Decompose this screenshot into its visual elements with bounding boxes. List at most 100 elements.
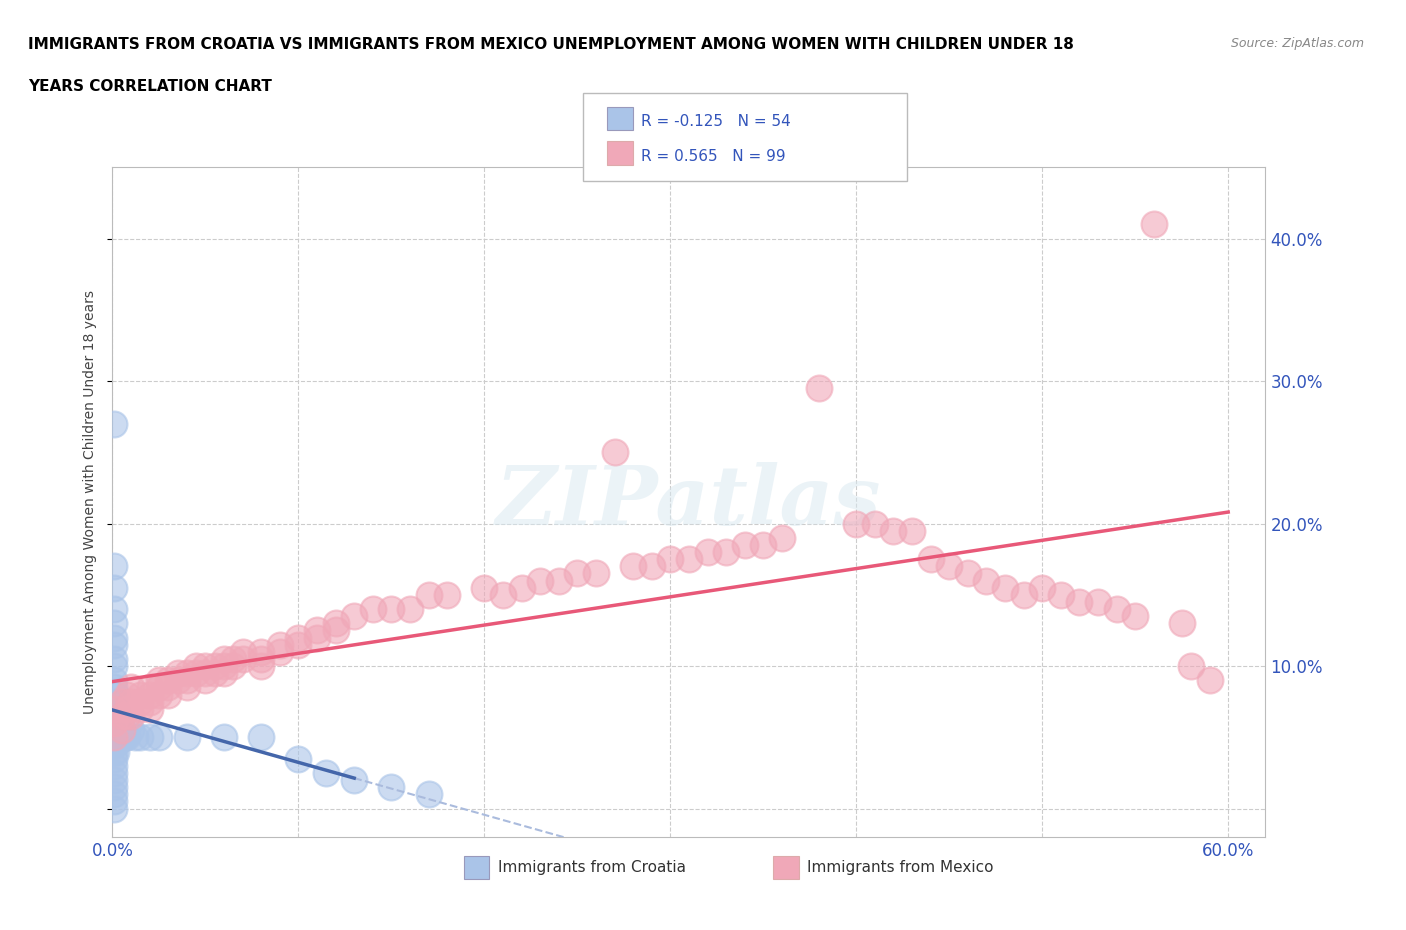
Point bbox=[325, 623, 347, 638]
Point bbox=[166, 672, 188, 687]
Point bbox=[641, 559, 664, 574]
Point bbox=[212, 666, 235, 681]
Point bbox=[111, 723, 134, 737]
Point bbox=[103, 730, 125, 745]
Point bbox=[474, 580, 496, 595]
Point bbox=[103, 773, 125, 788]
Point bbox=[103, 709, 125, 724]
Point bbox=[212, 658, 235, 673]
Point bbox=[269, 644, 291, 659]
Point bbox=[107, 730, 129, 745]
Text: R = 0.565   N = 99: R = 0.565 N = 99 bbox=[641, 149, 786, 164]
Point bbox=[250, 658, 273, 673]
Point bbox=[1050, 588, 1073, 603]
Point bbox=[105, 723, 128, 737]
Point bbox=[845, 516, 868, 531]
Point bbox=[1123, 609, 1146, 624]
Point bbox=[129, 701, 152, 716]
Point bbox=[157, 680, 180, 695]
Point bbox=[994, 580, 1017, 595]
Point bbox=[808, 380, 831, 395]
Point bbox=[287, 637, 309, 652]
Point bbox=[194, 658, 217, 673]
Text: Immigrants from Croatia: Immigrants from Croatia bbox=[498, 860, 686, 875]
Point bbox=[111, 723, 134, 737]
Point bbox=[138, 680, 160, 695]
Point bbox=[418, 588, 440, 603]
Point bbox=[399, 602, 422, 617]
Point bbox=[103, 779, 125, 794]
Point bbox=[222, 658, 245, 673]
Point bbox=[250, 730, 273, 745]
Point bbox=[696, 545, 718, 560]
Text: Immigrants from Mexico: Immigrants from Mexico bbox=[807, 860, 994, 875]
Point bbox=[117, 687, 139, 702]
Point bbox=[976, 573, 998, 588]
Point bbox=[103, 559, 125, 574]
Point bbox=[1198, 672, 1220, 687]
Point bbox=[585, 566, 607, 581]
Point bbox=[1105, 602, 1128, 617]
Point bbox=[621, 559, 644, 574]
Point bbox=[436, 588, 458, 603]
Point bbox=[305, 631, 328, 645]
Point bbox=[250, 652, 273, 667]
Point bbox=[103, 602, 125, 617]
Point bbox=[269, 637, 291, 652]
Point bbox=[105, 687, 128, 702]
Point bbox=[492, 588, 515, 603]
Point bbox=[232, 644, 254, 659]
Point bbox=[103, 580, 125, 595]
Point bbox=[901, 524, 924, 538]
Point bbox=[129, 694, 152, 709]
Point bbox=[105, 715, 128, 730]
Point bbox=[103, 730, 125, 745]
Point bbox=[204, 666, 226, 681]
Point bbox=[103, 737, 125, 751]
Point bbox=[103, 701, 125, 716]
Point bbox=[111, 709, 134, 724]
Point bbox=[1012, 588, 1035, 603]
Point bbox=[547, 573, 569, 588]
Point bbox=[920, 551, 942, 566]
Point bbox=[138, 694, 160, 709]
Point bbox=[103, 723, 125, 737]
Text: YEARS CORRELATION CHART: YEARS CORRELATION CHART bbox=[28, 79, 271, 94]
Point bbox=[103, 701, 125, 716]
Point bbox=[117, 709, 139, 724]
Point bbox=[138, 730, 160, 745]
Point bbox=[105, 744, 128, 759]
Point bbox=[863, 516, 886, 531]
Point bbox=[1069, 594, 1091, 609]
Point bbox=[103, 751, 125, 766]
Point bbox=[510, 580, 533, 595]
Point bbox=[103, 658, 125, 673]
Point bbox=[111, 694, 134, 709]
Point bbox=[212, 652, 235, 667]
Point bbox=[107, 715, 129, 730]
Point bbox=[659, 551, 682, 566]
Point bbox=[315, 765, 337, 780]
Point bbox=[176, 666, 198, 681]
Point bbox=[1087, 594, 1109, 609]
Point bbox=[956, 566, 979, 581]
Point bbox=[418, 787, 440, 802]
Point bbox=[529, 573, 551, 588]
Point bbox=[343, 773, 366, 788]
Point bbox=[752, 538, 775, 552]
Point bbox=[212, 730, 235, 745]
Point bbox=[380, 602, 402, 617]
Point bbox=[103, 758, 125, 773]
Point bbox=[882, 524, 904, 538]
Point bbox=[325, 616, 347, 631]
Text: Source: ZipAtlas.com: Source: ZipAtlas.com bbox=[1230, 37, 1364, 50]
Point bbox=[194, 666, 217, 681]
Point bbox=[1031, 580, 1053, 595]
Point bbox=[678, 551, 700, 566]
Text: IMMIGRANTS FROM CROATIA VS IMMIGRANTS FROM MEXICO UNEMPLOYMENT AMONG WOMEN WITH : IMMIGRANTS FROM CROATIA VS IMMIGRANTS FR… bbox=[28, 37, 1074, 52]
Point bbox=[166, 666, 188, 681]
Point bbox=[138, 701, 160, 716]
Point bbox=[148, 672, 170, 687]
Point bbox=[105, 730, 128, 745]
Point bbox=[204, 658, 226, 673]
